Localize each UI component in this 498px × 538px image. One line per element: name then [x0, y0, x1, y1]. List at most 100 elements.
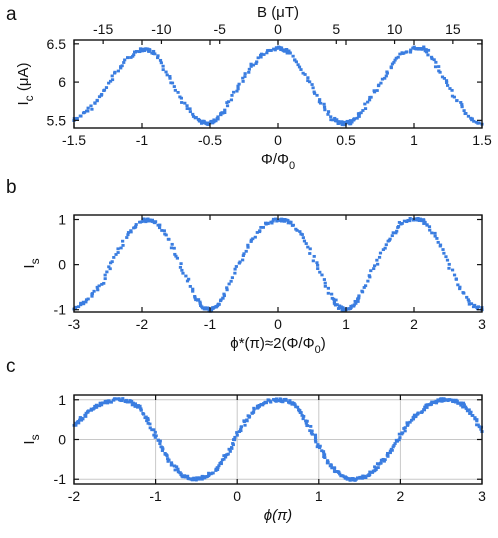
data-point — [247, 67, 251, 71]
data-point — [169, 246, 174, 250]
data-point — [209, 119, 213, 123]
data-point — [166, 237, 170, 241]
data-point — [375, 89, 379, 92]
data-point — [390, 234, 394, 238]
data-point — [357, 294, 361, 298]
data-point — [329, 115, 333, 119]
data-point — [119, 66, 123, 70]
data-point — [207, 474, 211, 478]
data-point — [380, 77, 385, 81]
data-point — [116, 69, 120, 73]
data-point — [195, 476, 199, 480]
data-point — [138, 220, 143, 224]
data-point — [164, 70, 168, 74]
y-tick-label: 1 — [58, 392, 66, 408]
data-point — [242, 252, 246, 256]
top-x-tick-label: 0 — [274, 21, 282, 37]
data-point — [408, 219, 412, 223]
data-point — [313, 436, 318, 440]
data-point — [456, 283, 460, 287]
data-point — [309, 424, 313, 428]
data-point — [141, 47, 145, 51]
data-point — [444, 398, 448, 402]
data-point — [153, 435, 157, 439]
data-point — [438, 244, 442, 248]
data-point — [367, 473, 371, 477]
data-point — [100, 282, 104, 286]
data-point — [423, 405, 427, 409]
y-tick-label: 0 — [58, 257, 66, 273]
x-tick-label: 1.5 — [472, 132, 492, 148]
data-point — [381, 457, 385, 461]
x-tick-label: 0 — [274, 316, 282, 332]
data-point — [288, 399, 292, 402]
data-point — [175, 256, 179, 260]
data-point — [357, 296, 361, 300]
data-point — [188, 477, 192, 481]
data-point — [357, 115, 361, 118]
data-point — [367, 274, 371, 277]
data-point — [285, 47, 289, 51]
data-point — [251, 237, 255, 241]
data-point — [338, 304, 342, 308]
data-point — [449, 398, 453, 402]
data-point — [73, 305, 78, 309]
data-point — [157, 226, 162, 230]
data-point — [320, 273, 324, 277]
data-point — [273, 399, 277, 402]
data-point — [191, 478, 196, 481]
x-tick-label: 0 — [274, 132, 282, 148]
data-point — [104, 86, 109, 89]
data-point — [78, 416, 82, 419]
data-point — [140, 220, 144, 224]
data-point — [300, 233, 304, 236]
data-point — [389, 65, 393, 69]
data-point — [94, 403, 99, 407]
data-point — [193, 296, 197, 300]
data-point — [158, 58, 163, 62]
data-point — [97, 95, 102, 99]
data-point — [86, 297, 90, 301]
data-point — [211, 471, 215, 475]
data-point — [281, 400, 285, 404]
x-tick-label: 3 — [478, 316, 486, 332]
data-point — [455, 99, 459, 102]
data-point — [95, 285, 99, 289]
data-point — [338, 121, 342, 125]
data-point — [259, 52, 264, 56]
data-point — [138, 404, 142, 408]
data-point — [223, 455, 228, 459]
data-point — [80, 416, 84, 420]
data-point — [319, 101, 323, 105]
data-point — [81, 300, 86, 304]
data-point — [471, 414, 475, 417]
data-point — [406, 218, 410, 222]
x-tick-label: -1 — [149, 488, 162, 504]
data-point — [422, 45, 426, 49]
data-point — [452, 273, 457, 277]
data-point — [318, 98, 322, 101]
data-point — [340, 123, 344, 127]
data-point — [454, 278, 458, 281]
data-point — [165, 454, 169, 458]
data-point — [334, 298, 338, 302]
data-point — [349, 306, 353, 309]
data-point — [335, 470, 339, 473]
data-point — [230, 276, 234, 280]
data-point — [379, 458, 384, 462]
data-point — [97, 284, 101, 288]
data-point — [243, 423, 247, 427]
x-tick-label: -1.5 — [62, 132, 86, 148]
data-point — [153, 52, 157, 56]
data-point — [184, 274, 188, 278]
data-point — [356, 112, 361, 116]
data-point — [308, 429, 312, 433]
data-point — [468, 412, 472, 415]
data-point — [125, 400, 129, 404]
data-point — [313, 433, 318, 437]
data-point — [378, 251, 383, 255]
data-point — [167, 458, 171, 462]
data-point — [388, 237, 392, 241]
data-point — [216, 116, 220, 120]
data-point — [188, 285, 192, 288]
